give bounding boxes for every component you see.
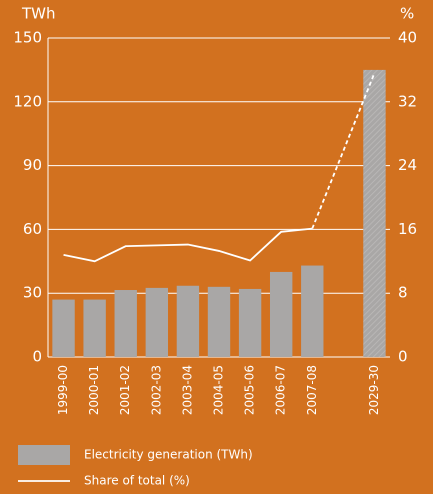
x-tick-label: 2006-07 — [274, 365, 288, 415]
bar — [145, 287, 169, 357]
bar — [176, 285, 200, 357]
y-tick-label: 150 — [13, 29, 42, 47]
x-tick-label: 2000-01 — [87, 365, 101, 415]
y-axis-title: TWh — [21, 5, 56, 23]
line — [63, 227, 313, 263]
y2-tick-label: 16 — [398, 220, 417, 238]
y2-tick-label: 24 — [398, 156, 417, 174]
y2-axis-title: % — [400, 5, 414, 23]
bar — [52, 299, 75, 357]
bar — [114, 290, 137, 357]
x-tick-label: 2005-06 — [243, 365, 257, 415]
x-tick-label: 2003-04 — [180, 365, 194, 415]
y-tick-label: 120 — [13, 92, 42, 110]
x-tick-label: 1999-00 — [56, 365, 70, 415]
y-tick-label: 90 — [23, 156, 42, 174]
x-tick-label: 2001-02 — [118, 365, 132, 415]
bar — [83, 299, 106, 357]
x-tick-label: 2029-30 — [367, 365, 381, 415]
y-tick-label: 60 — [23, 220, 42, 238]
y2-tick-label: 8 — [398, 284, 408, 302]
legend-label: Share of total (%) — [84, 474, 190, 488]
legend-swatch — [18, 445, 70, 465]
legend-label: Electricity generation (TWh) — [84, 448, 253, 462]
x-tick-label: 2002-03 — [149, 365, 163, 415]
x-tick-label: 2004-05 — [212, 365, 226, 415]
y-tick-label: 0 — [32, 348, 42, 366]
bar — [207, 286, 231, 357]
y2-tick-label: 32 — [398, 92, 417, 110]
bar — [301, 265, 324, 357]
y2-tick-label: 40 — [398, 29, 417, 47]
bar — [238, 288, 262, 357]
y2-tick-label: 0 — [398, 348, 408, 366]
bar — [363, 69, 386, 358]
x-tick-label: 2007-08 — [305, 365, 319, 415]
bar — [269, 271, 293, 357]
y-tick-label: 30 — [23, 284, 42, 302]
